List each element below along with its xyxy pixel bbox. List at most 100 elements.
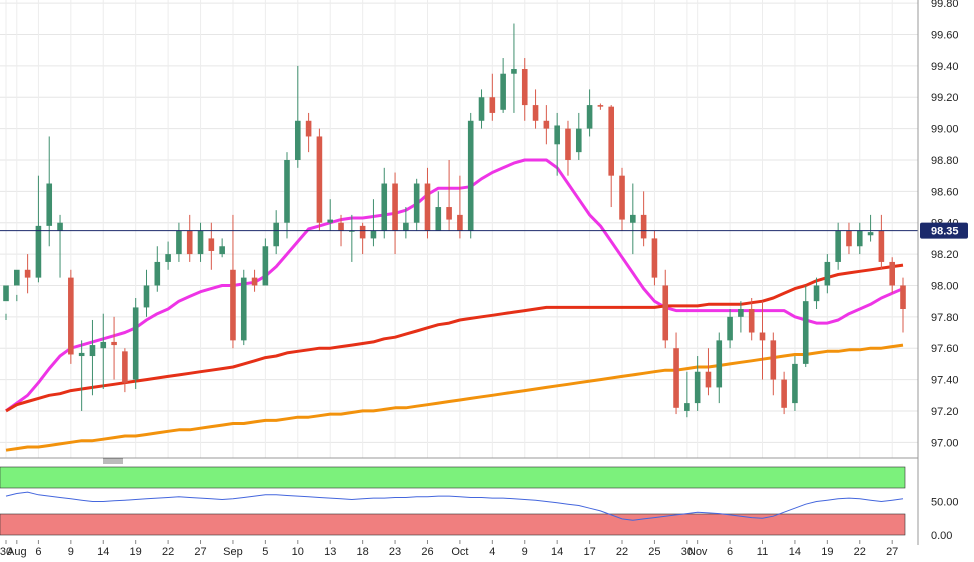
y-tick-label: 98.60 bbox=[931, 186, 959, 198]
candle bbox=[835, 222, 841, 270]
candle-body bbox=[165, 254, 171, 262]
candle-body bbox=[413, 183, 420, 223]
candle bbox=[738, 301, 744, 333]
candle bbox=[575, 112, 582, 160]
y-tick-label: 99.00 bbox=[931, 124, 959, 136]
y-tick-label: 97.20 bbox=[931, 406, 959, 418]
candle-body bbox=[132, 307, 139, 380]
candle-body bbox=[543, 120, 550, 129]
candle-body bbox=[846, 230, 852, 247]
candle-body bbox=[586, 105, 593, 129]
x-tick-label: 5 bbox=[262, 546, 268, 558]
candle-body bbox=[46, 183, 53, 226]
candle-body bbox=[403, 222, 409, 231]
candle bbox=[197, 222, 204, 262]
x-tick-label: 9 bbox=[522, 546, 528, 558]
candle-body bbox=[370, 230, 377, 239]
candle bbox=[208, 222, 215, 270]
candle bbox=[694, 356, 701, 411]
x-tick-label: 14 bbox=[551, 546, 563, 558]
oscillator-pane: 50.00 0.00 bbox=[0, 466, 959, 542]
candle-body bbox=[673, 348, 679, 408]
x-tick-label: Nov bbox=[688, 546, 708, 558]
candle bbox=[68, 269, 74, 364]
x-tick-label: 25 bbox=[648, 546, 660, 558]
candle bbox=[403, 207, 409, 239]
candle bbox=[705, 348, 712, 396]
x-tick-label: 6 bbox=[727, 546, 733, 558]
candle bbox=[630, 183, 636, 255]
x-tick-label: 26 bbox=[421, 546, 433, 558]
candle bbox=[24, 254, 31, 294]
candle bbox=[132, 298, 139, 389]
x-tick-label: Aug bbox=[7, 546, 27, 558]
candle bbox=[802, 285, 809, 368]
candle bbox=[662, 269, 669, 349]
oscillator-line bbox=[5, 491, 904, 521]
candle-body bbox=[630, 214, 636, 223]
x-tick-label: 19 bbox=[130, 546, 142, 558]
candle-body bbox=[424, 183, 431, 231]
candle bbox=[219, 238, 225, 258]
candle bbox=[35, 175, 42, 283]
candle bbox=[294, 65, 301, 168]
candle-body bbox=[435, 207, 442, 231]
candle bbox=[586, 89, 593, 137]
x-tick-label: 18 bbox=[357, 546, 369, 558]
oscillator-tick-label: 50.00 bbox=[931, 497, 959, 509]
x-tick-label: 4 bbox=[489, 546, 495, 558]
candle-body bbox=[294, 120, 301, 160]
y-tick-label: 98.20 bbox=[931, 249, 959, 261]
x-tick-label: 14 bbox=[789, 546, 801, 558]
pane-splitter-handle[interactable] bbox=[103, 458, 123, 464]
candle bbox=[846, 222, 852, 255]
y-tick-label: 97.60 bbox=[931, 343, 959, 355]
candle-body bbox=[122, 351, 128, 383]
candle-body bbox=[759, 332, 766, 341]
candle bbox=[824, 254, 831, 294]
x-tick-label: 22 bbox=[854, 546, 866, 558]
candle-body bbox=[78, 352, 85, 357]
candle-body bbox=[878, 230, 885, 262]
y-tick-label: 99.40 bbox=[931, 61, 959, 73]
candle-body bbox=[727, 316, 733, 341]
candle-body bbox=[608, 106, 615, 176]
x-tick-label: 13 bbox=[324, 546, 336, 558]
candle bbox=[543, 105, 550, 145]
candle bbox=[478, 89, 485, 129]
moving-average-line-1 bbox=[5, 263, 904, 413]
candle-body bbox=[856, 230, 863, 247]
candle bbox=[111, 316, 117, 380]
x-tick-label: 27 bbox=[194, 546, 206, 558]
candle bbox=[165, 241, 171, 270]
candle-body bbox=[738, 308, 744, 317]
candle bbox=[273, 210, 279, 255]
candle bbox=[284, 152, 290, 239]
candle-body bbox=[3, 285, 9, 302]
candle bbox=[413, 178, 420, 231]
x-tick-label: 6 bbox=[35, 546, 41, 558]
candle-body bbox=[89, 345, 96, 357]
candle-body bbox=[781, 379, 787, 408]
candle bbox=[597, 103, 604, 110]
candle-body bbox=[835, 230, 841, 262]
y-tick-label: 98.80 bbox=[931, 155, 959, 167]
candle bbox=[349, 214, 355, 262]
y-tick-label: 97.00 bbox=[931, 437, 959, 449]
candle bbox=[370, 199, 377, 247]
candle bbox=[78, 340, 85, 411]
candle bbox=[305, 112, 312, 153]
candle-body bbox=[565, 128, 571, 160]
candle bbox=[359, 222, 366, 255]
candle-body bbox=[68, 277, 74, 355]
y-tick-label: 97.80 bbox=[931, 312, 959, 324]
candle bbox=[878, 214, 885, 270]
candle bbox=[327, 199, 334, 231]
candle bbox=[446, 159, 452, 231]
candle bbox=[262, 238, 269, 286]
candle bbox=[251, 269, 258, 292]
current-price-badge-bg bbox=[920, 222, 968, 239]
candle-body bbox=[197, 230, 204, 255]
candle-body bbox=[35, 225, 42, 278]
